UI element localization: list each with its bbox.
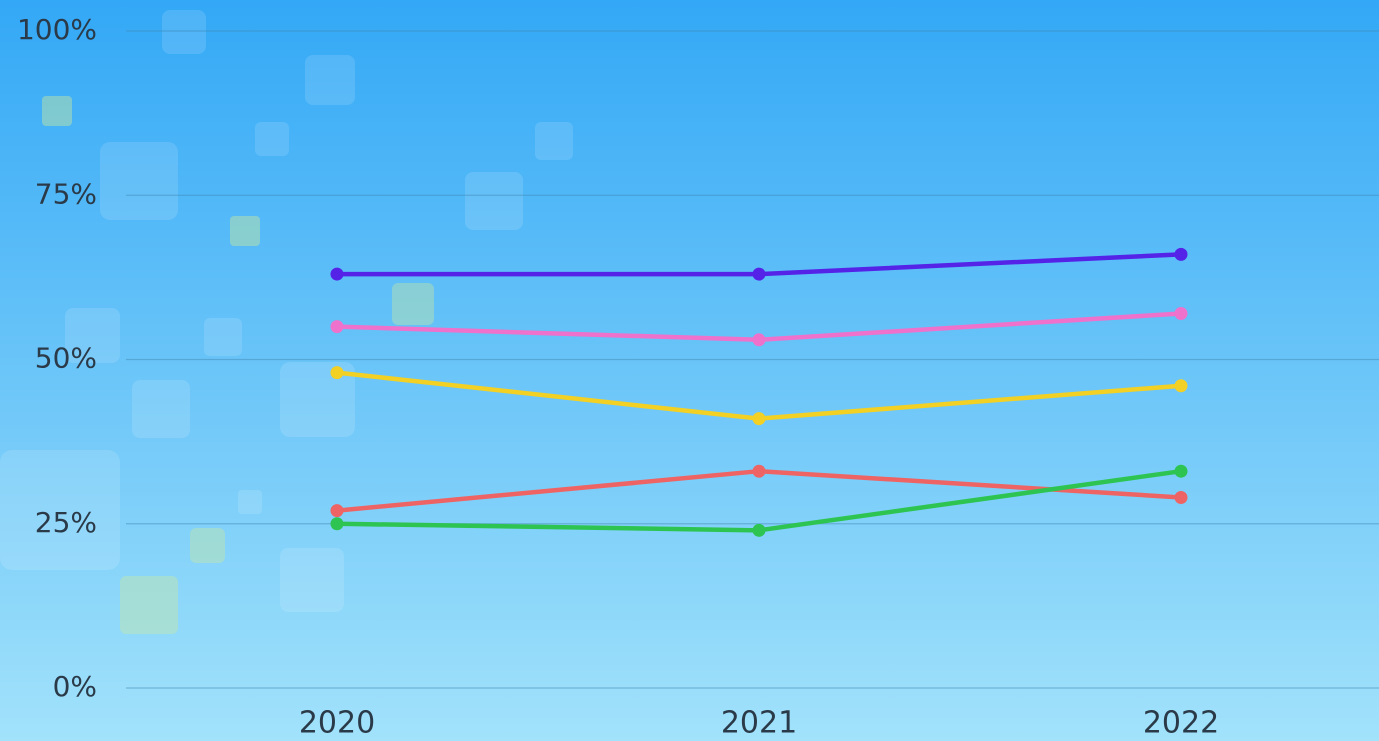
point-marker [330, 366, 344, 380]
point-marker [752, 464, 766, 478]
point-marker [330, 517, 344, 531]
point-marker [1174, 464, 1188, 478]
y-tick-label: 25% [35, 506, 97, 539]
x-tick-label: 2021 [721, 706, 797, 741]
point-marker [752, 333, 766, 347]
point-marker [330, 320, 344, 334]
point-marker [330, 267, 344, 281]
point-marker [752, 523, 766, 537]
point-marker [752, 412, 766, 426]
y-tick-label: 75% [35, 177, 97, 210]
x-tick-label: 2022 [1143, 706, 1219, 741]
point-marker [1174, 490, 1188, 504]
point-marker [1174, 379, 1188, 393]
point-marker [1174, 247, 1188, 261]
point-marker [1174, 307, 1188, 321]
y-tick-label: 0% [53, 670, 97, 703]
decoration [0, 10, 573, 634]
x-tick-label: 2020 [299, 706, 375, 741]
y-tick-label: 50% [35, 342, 97, 375]
point-marker [330, 504, 344, 518]
point-marker [752, 267, 766, 281]
y-tick-label: 100% [17, 13, 97, 46]
